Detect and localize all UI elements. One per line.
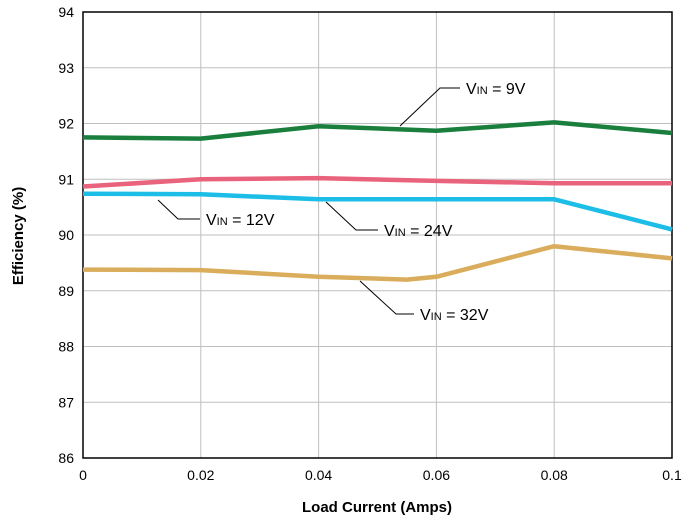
series-group (82, 120, 673, 282)
x-tick-label: 0 (79, 467, 87, 483)
series-label: VIN = 32V (420, 307, 489, 324)
y-tick-label: 88 (58, 339, 74, 355)
callout-leader (399, 87, 460, 127)
y-axis-title: Efficiency (%) (10, 187, 27, 285)
y-tick-label: 92 (58, 116, 74, 132)
annotations: VIN = 9V VIN = 12V VIN = 24V VIN = 32V (157, 81, 526, 324)
y-tick-label: 94 (58, 4, 74, 20)
plot-frame (82, 11, 673, 459)
y-tick-label: 86 (58, 450, 74, 466)
series-label: VIN = 9V (466, 81, 526, 98)
x-tick-label: 0.04 (305, 467, 332, 483)
series-line (82, 120, 673, 141)
y-axis: 86 87 88 89 90 91 92 93 94 (58, 4, 74, 466)
series-label: VIN = 12V (206, 212, 275, 229)
x-tick-label: 0.08 (541, 467, 568, 483)
x-axis: 0 0.02 0.04 0.06 0.08 0.1 (79, 467, 682, 483)
x-tick-label: 0.1 (662, 467, 682, 483)
callout-leader (157, 199, 200, 220)
y-tick-label: 87 (58, 394, 74, 410)
y-tick-label: 93 (58, 60, 74, 76)
series-line (82, 191, 673, 232)
x-tick-label: 0.06 (423, 467, 450, 483)
x-axis-title: Load Current (Amps) (302, 499, 452, 516)
callout-leader (359, 280, 414, 315)
series-label: VIN = 24V (384, 223, 453, 240)
y-tick-label: 89 (58, 283, 74, 299)
callout-leader (325, 201, 378, 231)
series-line (82, 175, 672, 189)
x-tick-label: 0.02 (187, 467, 214, 483)
series-line (82, 243, 673, 282)
grid (83, 12, 672, 458)
y-tick-label: 91 (58, 171, 74, 187)
y-tick-label: 90 (58, 227, 74, 243)
